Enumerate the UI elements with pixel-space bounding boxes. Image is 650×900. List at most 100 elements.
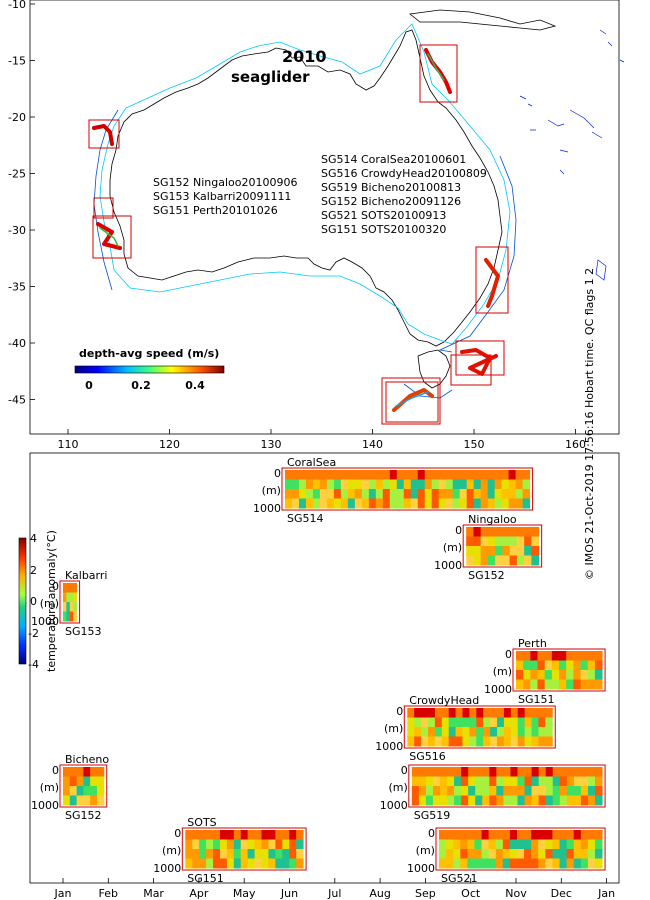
section-cell (63, 611, 67, 622)
section-cell (411, 767, 420, 777)
section-cell (587, 651, 596, 661)
section-cell (594, 858, 603, 869)
section-cell (524, 727, 533, 737)
section-cell (199, 839, 207, 850)
section-cell (83, 786, 91, 796)
section-cell (233, 839, 242, 850)
section-cell (482, 776, 490, 787)
section-cell (545, 858, 553, 869)
section-cell (594, 660, 603, 671)
section-cell (403, 470, 412, 480)
section-cell (382, 479, 391, 490)
temperature-colorbar: 4 2 0 -2 -4 temperature anomaly(°C) (18, 530, 58, 672)
section-cell (545, 736, 553, 747)
section-cell (418, 767, 427, 777)
section-cell (531, 555, 540, 566)
section-cell (516, 830, 525, 840)
section-cell (494, 479, 503, 490)
section-cell (340, 498, 349, 509)
temperature-colorbar-ramp (18, 537, 27, 665)
section-cell (226, 858, 235, 869)
section-cell (291, 479, 300, 490)
section-cell (354, 489, 363, 499)
section-cell (441, 717, 450, 728)
section-cell (432, 767, 441, 777)
region-label: CoralSea (287, 456, 336, 469)
section-cell (424, 470, 433, 480)
section-cell (296, 858, 304, 869)
section-cell (481, 858, 490, 869)
section-cell (531, 717, 539, 728)
section-cell (240, 830, 249, 840)
section-cell (503, 717, 512, 728)
section-cell (453, 839, 461, 850)
section-cell (206, 839, 214, 850)
section-cell (452, 470, 461, 480)
depth-bottom-label: 1000 (484, 683, 512, 696)
section-cell (474, 849, 483, 859)
section-cell (439, 795, 448, 806)
section-cell (427, 708, 436, 718)
section-cell (410, 479, 419, 490)
section-cell (587, 795, 596, 806)
region-label: Bicheno (65, 753, 109, 766)
section-cell (452, 498, 461, 509)
section-cell (538, 717, 546, 728)
section-cell (524, 776, 533, 787)
section-cell (537, 679, 546, 690)
section-cell (438, 489, 447, 499)
section-cell (69, 795, 78, 806)
section-cell (480, 479, 489, 490)
section-cell (459, 498, 468, 509)
section-cell (480, 555, 489, 566)
section-cell (510, 767, 519, 777)
section-cell (566, 679, 574, 690)
section-cell (268, 839, 276, 850)
section-cell (460, 858, 468, 869)
section-cell (90, 767, 98, 777)
section-cell (545, 708, 553, 718)
section-cell (438, 498, 447, 509)
section-cell (545, 767, 554, 777)
section-cell (481, 849, 490, 859)
section-cell (418, 776, 427, 787)
legend-west-line: SG153 Kalbarri20091111 (153, 190, 291, 203)
section-cell (305, 479, 314, 490)
section-cell (482, 795, 490, 806)
section-cell (414, 727, 422, 737)
section-cell (538, 727, 546, 737)
section-cell (551, 679, 560, 690)
map-ticks: 110 120 130 140 150 160 -10 -15 -20 -25 -30 -35 -40 -… (8, 0, 586, 451)
month-tick-label: Nov (505, 887, 527, 900)
section-cell (538, 767, 547, 777)
section-cell (480, 527, 489, 537)
section-cell (531, 527, 540, 537)
month-tick-label: Aug (369, 887, 390, 900)
section-cell (487, 555, 496, 566)
section-cell (289, 830, 297, 840)
section-cell (502, 555, 511, 566)
section-cell (587, 776, 596, 787)
section-cell (233, 830, 242, 840)
section-cell (545, 839, 553, 850)
section-cell (368, 498, 377, 509)
section-cell (326, 479, 335, 490)
section-cell (319, 470, 328, 480)
section-cell (275, 858, 283, 869)
section-cell (434, 727, 443, 737)
section-cell (425, 767, 434, 777)
glider-label: SG151 (187, 872, 224, 885)
section-cell (414, 736, 422, 747)
depth-top-label: 0 (52, 764, 59, 777)
section-cell (496, 767, 504, 777)
section-cell (219, 839, 228, 850)
section-cell (448, 727, 457, 737)
section-cell (96, 776, 105, 787)
section-cell (587, 786, 596, 796)
section-cell (524, 536, 532, 547)
section-cell (69, 786, 78, 796)
section-cell (502, 527, 511, 537)
section-cell (340, 479, 349, 490)
section-cell (347, 470, 356, 480)
